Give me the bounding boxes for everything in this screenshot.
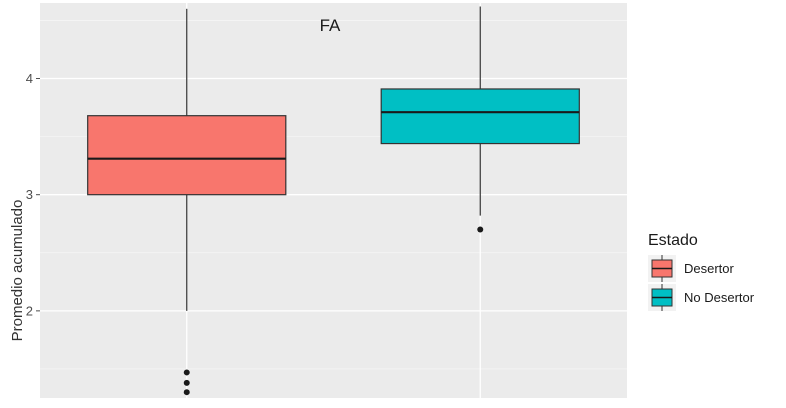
outlier-point [183, 369, 190, 376]
legend-item-desertor: Desertor [648, 255, 735, 282]
outlier-point [477, 226, 484, 233]
legend-item-no-desertor: No Desertor [648, 284, 755, 311]
iqr-box [380, 88, 580, 145]
y-tick-label: 4 [26, 71, 33, 86]
y-tick-label: 2 [26, 303, 33, 318]
box-no-desertor [380, 6, 580, 233]
legend-label: No Desertor [684, 290, 755, 305]
chart-title: FA [320, 16, 341, 35]
box-desertor [87, 8, 287, 396]
boxplot-series [87, 6, 580, 396]
y-tick-label: 3 [26, 187, 33, 202]
legend-label: Desertor [684, 261, 735, 276]
legend: Estado Desertor No Desertor [648, 232, 755, 311]
iqr-box [87, 115, 287, 196]
y-axis-title: Promedio acumulado [9, 200, 26, 342]
outlier-point [183, 389, 190, 396]
legend-title: Estado [648, 232, 698, 249]
plot-panel [40, 3, 627, 398]
outlier-point [183, 379, 190, 386]
y-axis: 2 3 4 [26, 71, 40, 318]
